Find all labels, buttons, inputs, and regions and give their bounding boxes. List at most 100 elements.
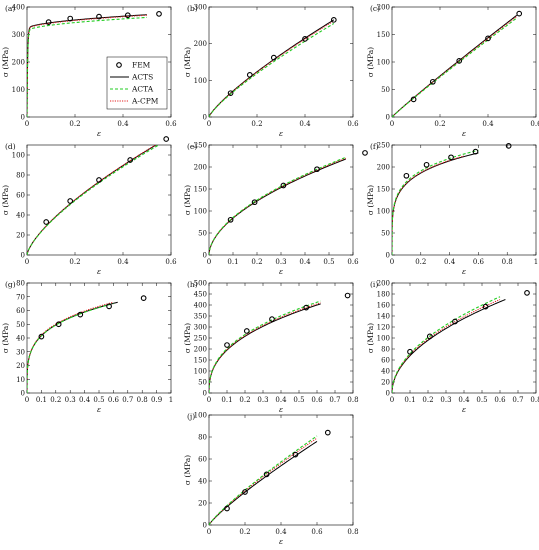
y-tick-label: 100 <box>377 208 390 216</box>
y-tick-label: 80 <box>198 434 207 442</box>
series-line-acta <box>392 296 501 393</box>
y-tick-label: 100 <box>194 208 207 216</box>
fem-point <box>524 290 530 296</box>
y-tick-label: 0 <box>21 390 25 398</box>
y-tick-label: 50 <box>381 86 390 94</box>
x-tick-label: 0.2 <box>50 396 61 404</box>
y-tick-label: 180 <box>377 291 390 299</box>
x-tick-label: 0.4 <box>275 528 287 536</box>
fem-point <box>77 311 84 318</box>
x-tick-label: 0.6 <box>347 120 359 128</box>
y-tick-label: 250 <box>377 142 390 150</box>
y-axis-label: σ (MPa) <box>1 185 10 215</box>
fem-point <box>67 198 74 204</box>
y-tick-label: 50 <box>198 230 207 238</box>
y-tick-label: 50 <box>198 379 207 387</box>
fem-point <box>456 58 463 64</box>
fem-point <box>302 36 308 42</box>
x-tick-label: 0.8 <box>530 396 539 404</box>
fem-point <box>96 13 102 20</box>
y-tick-label: 0 <box>203 390 207 398</box>
plot-frame <box>391 6 537 118</box>
y-tick-label: 10 <box>16 376 25 384</box>
panel-label: (c) <box>370 4 380 13</box>
series-line-acpm <box>209 157 346 255</box>
y-tick-label: 0 <box>203 114 207 122</box>
fem-point <box>263 471 270 478</box>
fem-point <box>242 489 248 495</box>
fem-point <box>516 10 523 17</box>
y-tick-label: 500 <box>194 280 207 288</box>
chart-panel-9: 0 0.1 0.2 0.3 0.4 0.5 0.6 0.7 0.8 0 20 40 60 80 100 120… <box>366 280 539 415</box>
y-tick-label: 200 <box>12 59 25 67</box>
y-tick-label: 200 <box>194 40 207 48</box>
fem-point <box>227 90 234 97</box>
fem-point <box>67 15 74 22</box>
fem-point <box>251 199 258 206</box>
plot-frame <box>208 282 354 394</box>
y-tick-label: 0 <box>203 252 207 260</box>
panel-label: (j) <box>187 412 195 421</box>
fem-point <box>163 136 170 142</box>
x-tick-label: 0.4 <box>79 396 91 404</box>
x-tick-label: 1 <box>169 396 173 404</box>
y-tick-label: 0 <box>386 390 390 398</box>
y-tick-label: 20 <box>16 362 25 370</box>
x-tick-label: 0.1 <box>36 396 47 404</box>
panel-label: (a) <box>5 4 15 13</box>
legend-entry: A-CPM <box>131 97 159 106</box>
series-line-acpm <box>209 20 335 117</box>
y-tick-label: 150 <box>194 357 207 365</box>
chart-panel-3: 0 0.2 0.4 0.6 0 50 100 150 200(c) ε σ (MPa) <box>366 4 539 139</box>
plot-frame <box>208 6 354 118</box>
fem-point <box>270 54 277 61</box>
panel-label: (f) <box>370 142 379 151</box>
plot-frame <box>208 144 354 256</box>
y-tick-label: 40 <box>381 368 390 376</box>
plot-frame <box>391 282 537 394</box>
chart-panel-8: 0 0.1 0.2 0.3 0.4 0.5 0.6 0.7 0.8 0 50 100 150 200 250… <box>183 280 359 415</box>
series-line-acta <box>209 435 318 525</box>
y-tick-label: 20 <box>198 500 207 508</box>
fem-point <box>280 182 287 189</box>
x-tick-label: 0.4 <box>117 120 129 128</box>
y-tick-label: 300 <box>194 324 207 332</box>
x-axis-label: ε <box>279 537 283 546</box>
y-tick-label: 140 <box>377 313 390 321</box>
fem-point <box>448 154 454 161</box>
series-line-acta <box>27 145 160 255</box>
panel-label: (g) <box>5 280 16 289</box>
y-tick-label: 250 <box>194 142 207 150</box>
plot-frame <box>391 144 537 256</box>
legend-entry: ACTS <box>131 73 153 82</box>
fem-point <box>429 78 436 85</box>
y-tick-label: 100 <box>377 335 390 343</box>
y-tick-label: 100 <box>12 152 25 160</box>
fem-point <box>403 172 410 179</box>
x-tick-label: 0.2 <box>251 120 262 128</box>
x-tick-label: 0.2 <box>239 396 250 404</box>
fem-point <box>330 16 337 23</box>
series-line-acts <box>209 303 321 393</box>
x-tick-label: 0.1 <box>404 396 415 404</box>
x-tick-label: 0.4 <box>299 120 311 128</box>
y-tick-label: 250 <box>194 335 207 343</box>
series-line-acts <box>27 145 158 255</box>
x-tick-label: 0.1 <box>221 396 232 404</box>
fem-point <box>38 333 45 340</box>
y-tick-label: 20 <box>16 232 25 240</box>
x-tick-label: 0.3 <box>257 396 268 404</box>
y-tick-label: 200 <box>194 164 207 172</box>
y-tick-label: 300 <box>12 31 25 39</box>
series-line-acpm <box>392 155 465 255</box>
series-line-acpm <box>27 145 157 255</box>
panel-label: (d) <box>5 142 16 151</box>
fem-point <box>482 303 489 310</box>
x-tick-label: 0.5 <box>293 396 304 404</box>
x-tick-label: 0.2 <box>69 258 80 266</box>
x-tick-label: 0.6 <box>165 258 177 266</box>
x-tick-label: 0.4 <box>458 396 470 404</box>
y-axis-label: σ (MPa) <box>183 185 192 215</box>
y-tick-label: 60 <box>16 307 25 315</box>
series-line-acpm <box>209 437 318 525</box>
